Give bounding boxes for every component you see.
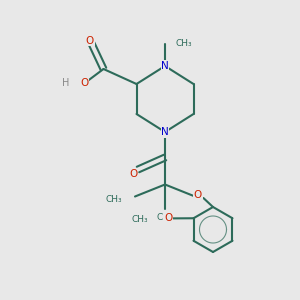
Text: O: O bbox=[194, 190, 202, 200]
Text: O: O bbox=[129, 169, 138, 179]
Text: CH₃: CH₃ bbox=[176, 39, 192, 48]
Text: H: H bbox=[62, 77, 70, 88]
Text: O: O bbox=[80, 77, 88, 88]
Text: N: N bbox=[161, 127, 169, 137]
Text: N: N bbox=[161, 61, 169, 71]
Text: O: O bbox=[86, 35, 94, 46]
Text: O: O bbox=[164, 213, 172, 224]
Text: CH₃: CH₃ bbox=[106, 195, 122, 204]
Text: CH₃: CH₃ bbox=[131, 215, 148, 224]
Text: CH₃: CH₃ bbox=[157, 213, 173, 222]
